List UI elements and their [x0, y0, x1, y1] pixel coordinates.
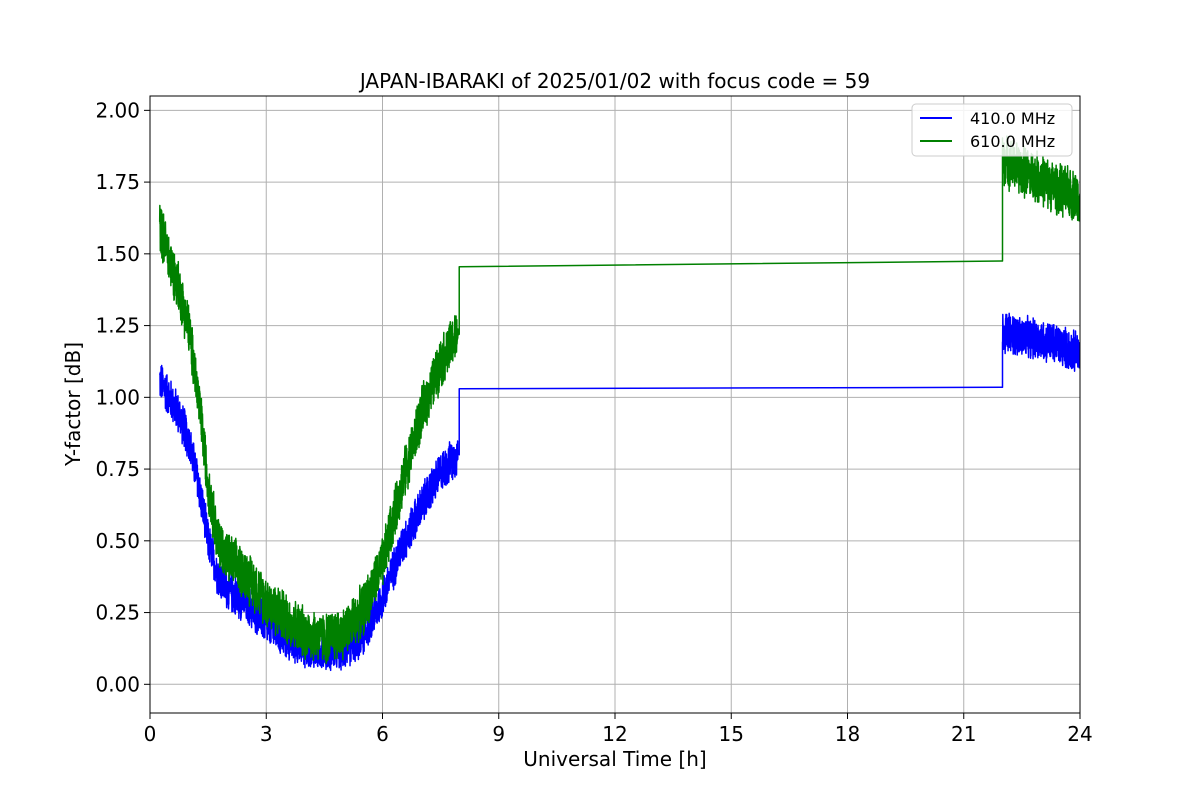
- y-tick-label: 0.50: [95, 529, 140, 553]
- series-group: [158, 135, 1080, 672]
- chart-title: JAPAN-IBARAKI of 2025/01/02 with focus c…: [358, 69, 870, 93]
- y-tick-label: 1.50: [95, 242, 140, 266]
- y-axis-title: Y-factor [dB]: [61, 342, 85, 467]
- x-tick-label: 6: [376, 722, 389, 746]
- y-tick-label: 1.75: [95, 170, 140, 194]
- x-tick-label: 15: [719, 722, 744, 746]
- x-tick-label: 12: [602, 722, 627, 746]
- y-tick-label: 0.25: [95, 601, 140, 625]
- y-tick-label: 0.75: [95, 457, 140, 481]
- x-tick-label: 3: [260, 722, 273, 746]
- y-tick-label: 1.00: [95, 385, 140, 409]
- y-tick-label: 2.00: [95, 98, 140, 122]
- legend-label: 410.0 MHz: [970, 109, 1055, 128]
- series-layer: [158, 135, 1080, 672]
- y-tick-label: 0.00: [95, 672, 140, 696]
- x-axis-title: Universal Time [h]: [523, 747, 706, 771]
- legend-label: 610.0 MHz: [970, 132, 1055, 151]
- ticks: 0 3 6 9 12 15 18 21 24 0.00 0.25 0.50 0.75 1.00 1.25 1.…: [95, 98, 1092, 746]
- x-tick-label: 18: [835, 722, 860, 746]
- legend: 410.0 MHz 610.0 MHz: [911, 103, 1073, 157]
- x-tick-label: 0: [144, 722, 157, 746]
- x-tick-label: 24: [1067, 722, 1092, 746]
- series-line: [158, 135, 1080, 665]
- x-tick-label: 21: [951, 722, 976, 746]
- y-tick-label: 1.25: [95, 314, 140, 338]
- x-tick-label: 9: [492, 722, 505, 746]
